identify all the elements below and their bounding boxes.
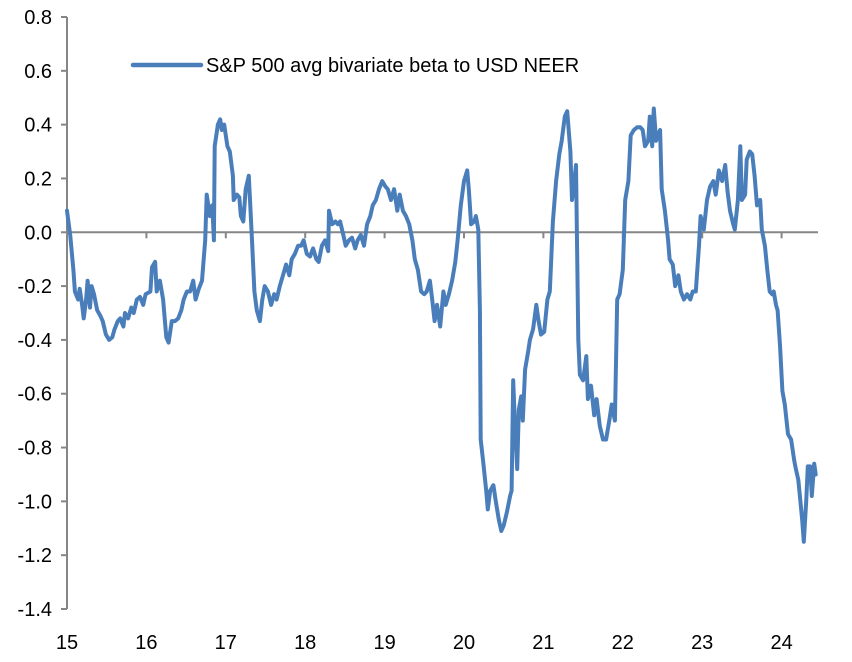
x-tick-label: 20 [453,632,475,654]
y-tick-label: -1.4 [18,599,52,621]
y-tick-label: -1.2 [18,545,52,567]
x-tick-label: 18 [294,632,316,654]
y-tick-label: 0.2 [24,168,52,190]
x-tick-label: 22 [612,632,634,654]
x-tick-label: 24 [770,632,792,654]
series-layer [65,106,818,544]
y-tick-label: -0.8 [18,438,52,460]
x-tick-label: 21 [532,632,554,654]
y-tick-label: 0.4 [24,115,52,137]
legend: S&P 500 avg bivariate beta to USD NEER [130,55,579,77]
y-tick-label: -0.4 [18,330,52,352]
series-line [65,106,818,544]
x-tick-label: 15 [56,632,78,654]
y-tick-label: 0.0 [24,222,52,244]
y-tick-label: -0.6 [18,384,52,406]
x-axis: 15 16 17 18 19 20 21 22 23 24 [56,231,818,654]
x-tick-label: 23 [691,632,713,654]
y-tick-label: 0.8 [24,7,52,29]
y-tick-label: 0.6 [24,61,52,83]
x-tick-label: 16 [135,632,157,654]
x-tick-label: 19 [373,632,395,654]
y-axis: 0.8 0.6 0.4 0.2 0.0 -0.2 -0.4 -0.6 -0.8 -1.0 -1.2 -… [18,7,68,621]
x-tick-label: 17 [215,632,237,654]
y-tick-label: -1.0 [18,491,52,513]
legend-label: S&P 500 avg bivariate beta to USD NEER [206,55,579,77]
y-tick-label: -0.2 [18,276,52,298]
